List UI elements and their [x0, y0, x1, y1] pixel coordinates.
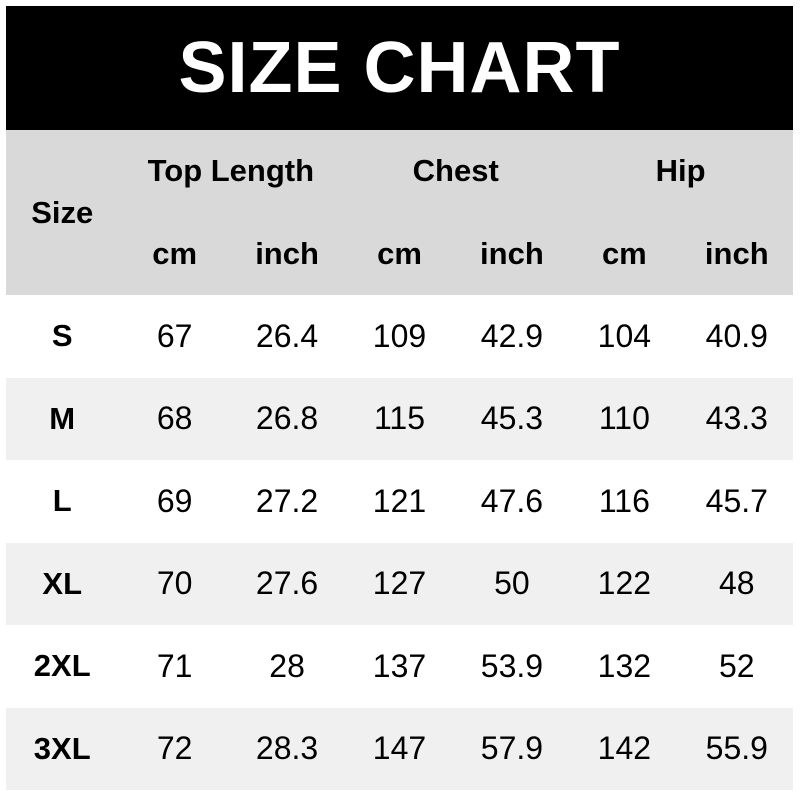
title-banner: SIZE CHART: [6, 6, 793, 130]
cell-chest-inch: 42.9: [480, 317, 544, 354]
cell-top-length-inch: 26.4: [255, 317, 319, 354]
cell-top-length-cm: 69: [156, 482, 193, 519]
cell-chest-inch: 57.9: [480, 730, 544, 767]
cell-top-length-cm: 68: [156, 400, 193, 437]
cell-top-length-cm: 67: [156, 317, 193, 354]
cell-chest-cm: 109: [372, 317, 427, 354]
row-size-label: S: [51, 318, 73, 354]
column-group-top-length: Top Length: [147, 153, 315, 189]
column-group-chest: Chest: [412, 153, 499, 189]
cell-hip-inch: 45.7: [705, 482, 768, 519]
table-body: S 67 26.4 109 42.9 104 40.9 M 68 26.8 11…: [6, 295, 793, 790]
cell-chest-cm: 147: [372, 730, 427, 767]
cell-hip-inch: 55.9: [705, 730, 768, 767]
cell-hip-inch: 52: [718, 647, 755, 684]
cell-hip-inch: 43.3: [705, 400, 768, 437]
size-table: Size Top Length Chest Hip cm inch cm inc…: [6, 130, 793, 790]
unit-header-hip-inch: inch: [704, 235, 769, 271]
unit-header-top-length-inch: inch: [255, 235, 319, 271]
cell-hip-cm: 122: [597, 565, 652, 602]
cell-top-length-cm: 70: [156, 565, 193, 602]
column-group-hip: Hip: [655, 153, 706, 189]
cell-top-length-inch: 27.6: [255, 565, 319, 602]
table-row-xl: XL 70 27.6 127 50 122 48: [6, 542, 793, 625]
table-row-3xl: 3XL 72 28.3 147 57.9 142 55.9: [6, 707, 793, 790]
column-header-size: Size: [31, 194, 94, 230]
cell-hip-cm: 110: [598, 400, 650, 437]
cell-chest-cm: 127: [372, 565, 427, 602]
row-size-label: L: [52, 483, 72, 519]
row-size-label: M: [49, 400, 76, 436]
unit-header-top-length-cm: cm: [152, 235, 198, 271]
table-row-2xl: 2XL 71 28 137 53.9 132 52: [6, 625, 793, 708]
row-size-label: 2XL: [33, 648, 91, 684]
cell-top-length-inch: 28.3: [255, 730, 319, 767]
cell-chest-inch: 45.3: [480, 400, 544, 437]
row-size-label: XL: [42, 565, 83, 601]
cell-hip-cm: 132: [597, 647, 652, 684]
cell-chest-inch: 50: [494, 565, 530, 602]
cell-hip-inch: 48: [718, 565, 755, 602]
cell-top-length-cm: 72: [156, 730, 193, 767]
cell-top-length-inch: 28: [269, 647, 305, 684]
unit-header-hip-cm: cm: [601, 235, 647, 271]
cell-hip-cm: 142: [597, 730, 652, 767]
row-size-label: 3XL: [33, 730, 91, 766]
cell-chest-cm: 137: [372, 647, 427, 684]
unit-header-chest-cm: cm: [377, 235, 422, 271]
table-row-m: M 68 26.8 115 45.3 110 43.3: [6, 377, 793, 460]
cell-chest-cm: 115: [373, 400, 425, 437]
cell-hip-cm: 104: [597, 317, 652, 354]
cell-chest-inch: 53.9: [480, 647, 544, 684]
cell-chest-cm: 121: [372, 482, 427, 519]
cell-top-length-cm: 71: [156, 647, 193, 684]
cell-hip-inch: 40.9: [705, 317, 768, 354]
table-header: Size Top Length Chest Hip cm inch cm inc…: [6, 130, 793, 295]
cell-top-length-inch: 26.8: [255, 400, 319, 437]
table-row-s: S 67 26.4 109 42.9 104 40.9: [6, 295, 793, 378]
unit-header-chest-inch: inch: [480, 235, 544, 271]
page-title: SIZE CHART: [178, 28, 621, 108]
cell-top-length-inch: 27.2: [255, 482, 319, 519]
cell-hip-cm: 116: [598, 482, 650, 519]
table-row-l: L 69 27.2 121 47.6 116 45.7: [6, 460, 793, 543]
cell-chest-inch: 47.6: [480, 482, 544, 519]
